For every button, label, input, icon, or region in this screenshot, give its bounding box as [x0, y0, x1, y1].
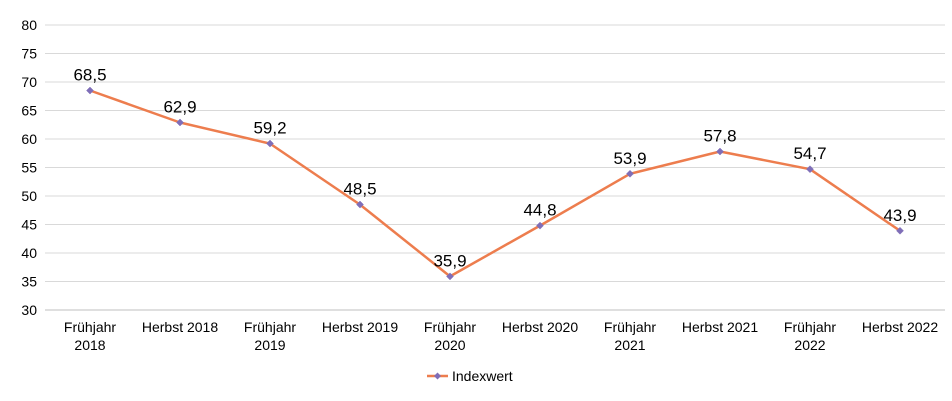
x-tick-label: Herbst 2018 — [142, 319, 218, 335]
series-indexwert — [86, 86, 904, 281]
gridlines — [45, 24, 945, 282]
x-tick-label: Frühjahr 2018 — [64, 319, 116, 353]
data-label: 53,9 — [613, 149, 646, 168]
legend: Indexwert — [427, 368, 513, 384]
data-label: 57,8 — [703, 127, 736, 146]
y-tick-label: 30 — [21, 302, 37, 318]
data-point-marker — [716, 147, 724, 156]
legend-label: Indexwert — [452, 368, 513, 384]
x-tick-label: Frühjahr 2022 — [784, 319, 836, 353]
x-tick-label: Frühjahr 2021 — [604, 319, 656, 353]
y-tick-label: 35 — [21, 274, 37, 290]
y-tick-label: 80 — [21, 17, 37, 33]
data-label: 43,9 — [883, 206, 916, 225]
y-tick-label: 55 — [21, 160, 37, 176]
data-point-marker — [86, 86, 94, 95]
data-point-marker — [176, 118, 184, 127]
x-axis: Frühjahr 2018 Herbst 2018 Frühjahr 2019 Herbs… — [45, 309, 945, 353]
y-tick-label: 75 — [21, 46, 37, 62]
y-axis: 30 35 40 45 50 55 60 65 70 75 80 — [21, 17, 37, 318]
x-tick-label: Herbst 2021 — [682, 319, 758, 335]
legend-marker — [434, 372, 441, 380]
data-label: 48,5 — [343, 180, 376, 199]
data-label: 59,2 — [253, 119, 286, 138]
y-tick-label: 40 — [21, 245, 37, 261]
data-label: 62,9 — [163, 97, 196, 116]
data-label: 68,5 — [73, 66, 106, 85]
y-tick-label: 60 — [21, 131, 37, 147]
data-point-marker — [266, 139, 274, 148]
data-label: 35,9 — [433, 251, 466, 270]
series-line — [89, 89, 901, 278]
data-point-marker — [896, 226, 904, 235]
data-labels: 68,5 62,9 59,2 48,5 35,9 44,8 53,9 57,8 54,7 43,9 — [73, 66, 916, 271]
y-tick-label: 65 — [21, 103, 37, 119]
data-point-marker — [626, 169, 634, 178]
data-label: 54,7 — [793, 144, 826, 163]
x-tick-label: Herbst 2019 — [322, 319, 398, 335]
x-tick-label: Frühjahr 2020 — [424, 319, 476, 353]
y-tick-label: 70 — [21, 74, 37, 90]
x-tick-label: Herbst 2022 — [862, 319, 938, 335]
y-tick-label: 45 — [21, 217, 37, 233]
x-tick-label: Herbst 2020 — [502, 319, 578, 335]
data-point-marker — [356, 200, 364, 209]
data-label: 44,8 — [523, 201, 556, 220]
data-point-marker — [446, 272, 454, 281]
x-tick-label: Frühjahr 2019 — [244, 319, 296, 353]
data-point-marker — [806, 165, 814, 174]
data-point-marker — [536, 221, 544, 230]
y-tick-label: 50 — [21, 188, 37, 204]
